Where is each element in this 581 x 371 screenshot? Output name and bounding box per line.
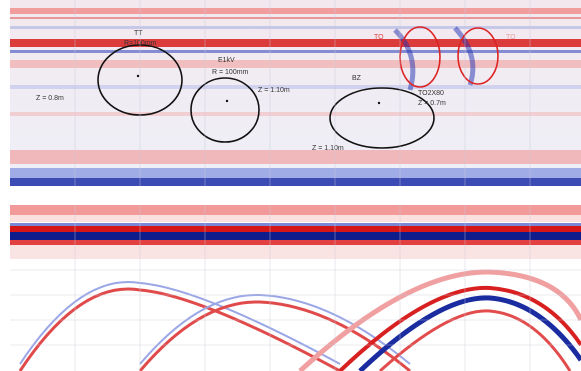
annotation: Z = 0.8m <box>36 95 64 102</box>
target-dot <box>226 100 228 102</box>
stripe <box>10 215 581 222</box>
stripe <box>10 8 581 14</box>
annotation: TO2X80 <box>418 90 444 97</box>
annotation: E1kV <box>218 57 235 64</box>
annotation: BZ <box>352 75 362 82</box>
annotation: Z = 1.10m <box>258 87 290 94</box>
stripe <box>10 232 581 240</box>
stripe <box>10 178 581 186</box>
stripe <box>10 150 581 164</box>
stripe <box>10 112 581 116</box>
target-dot <box>378 102 380 104</box>
hyperbola <box>300 272 581 371</box>
annotation: Z = 0.7m <box>418 100 446 107</box>
stripe <box>10 26 581 29</box>
stripe <box>10 205 581 215</box>
annotation: TO <box>506 34 516 41</box>
stripe <box>10 240 581 245</box>
stripe <box>10 17 581 19</box>
radargram: TT R=100mm Z = 0.8m E1kV R = 100mm Z = 1… <box>0 0 581 371</box>
stripe <box>10 245 581 259</box>
top-panel: TT R=100mm Z = 0.8m E1kV R = 100mm Z = 1… <box>10 0 581 186</box>
bottom-panel <box>10 205 581 371</box>
target-dot <box>137 75 139 77</box>
annotation: TO <box>374 34 384 41</box>
annotation: Z = 1.10m <box>312 145 344 152</box>
stripe <box>10 50 581 53</box>
hyperbola <box>20 282 340 364</box>
annotation: R = 100mm <box>212 69 249 76</box>
annotation: R=100mm <box>124 40 157 47</box>
stripe <box>10 226 581 232</box>
stripe <box>10 85 581 89</box>
stripe <box>10 60 581 68</box>
stripe <box>10 223 581 226</box>
stripe <box>10 168 581 178</box>
annotation: TT <box>134 30 143 37</box>
